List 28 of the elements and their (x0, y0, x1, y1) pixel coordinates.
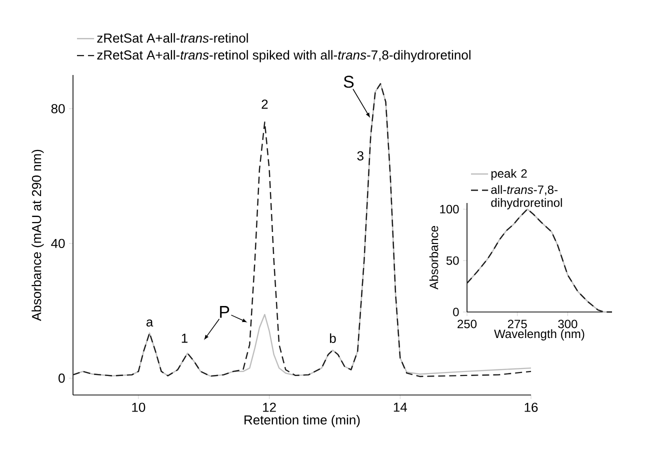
legend-label: all-trans-7,8-dihydroretinol (491, 185, 562, 210)
x-tick-label: 12 (263, 402, 276, 412)
annotation: 1 (182, 334, 188, 343)
y-tick-label: 0 (58, 374, 65, 383)
y-tick-label: 100 (440, 204, 459, 214)
annotation: S (344, 76, 354, 88)
y-tick-label: 50 (446, 256, 459, 265)
x-axis-title: Wavelength (nm) (494, 329, 584, 340)
x-tick-label: 14 (394, 402, 407, 412)
y-axis-title: Absorbance (mAU at 290 nm) (32, 150, 44, 321)
y-tick-label: 80 (51, 104, 65, 114)
x-tick-label: 16 (524, 402, 538, 412)
annotation: b (330, 333, 336, 343)
x-axis-title: Retention time (min) (244, 414, 360, 428)
x-tick-label: 275 (508, 320, 527, 328)
legend-label: zRetSat A+all-trans-retinol (97, 33, 248, 43)
annotation: P (220, 306, 230, 318)
annotation: 3 (357, 151, 364, 160)
x-tick-label: 300 (558, 320, 578, 328)
y-tick-label: 0 (453, 308, 459, 316)
annotation: a (146, 319, 154, 327)
legend-label: peak 2 (491, 168, 527, 180)
annotation: 2 (262, 100, 268, 109)
legend-label: zRetSat A+all-trans-retinol spiked with all-trans-7,8-dihydroretinol (97, 50, 470, 62)
y-tick-label: 40 (51, 238, 65, 248)
x-tick-label: 10 (132, 402, 146, 412)
y-axis-title: Absorbance (429, 226, 438, 290)
x-tick-label: 250 (458, 320, 477, 328)
